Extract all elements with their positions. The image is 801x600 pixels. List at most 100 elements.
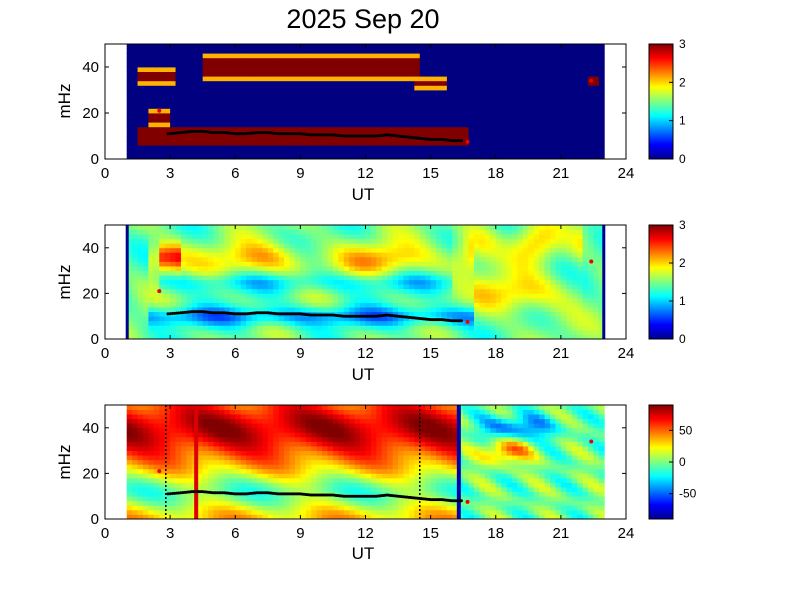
- heat-cell: [224, 329, 231, 335]
- heat-cell: [316, 117, 323, 123]
- heat-cell: [474, 302, 480, 308]
- heat-cell: [126, 131, 133, 137]
- heat-cell: [452, 279, 459, 285]
- heat-cell: [186, 297, 193, 303]
- heat-cell: [365, 108, 372, 114]
- heat-cell: [544, 302, 551, 308]
- heat-cell: [512, 136, 518, 141]
- heat-cell: [132, 455, 138, 461]
- heat-cell: [354, 122, 361, 128]
- heat-cell: [598, 266, 605, 271]
- heat-cell: [197, 311, 204, 317]
- heat-cell: [229, 113, 236, 118]
- heat-cell: [159, 44, 166, 49]
- heat-cell: [544, 126, 551, 132]
- heat-cell: [463, 334, 470, 340]
- heat-cell: [311, 288, 318, 294]
- heat-cell: [588, 279, 594, 285]
- heat-cell: [387, 279, 394, 285]
- heat-cell: [175, 48, 182, 54]
- heat-cell: [588, 243, 594, 249]
- heat-cell: [332, 238, 339, 244]
- heat-cell: [544, 247, 551, 253]
- heat-cell: [142, 491, 149, 497]
- heat-cell: [484, 329, 491, 335]
- heat-cell: [191, 329, 198, 335]
- heat-cell: [560, 247, 567, 253]
- heat-cell: [533, 252, 540, 258]
- heat-cell: [251, 145, 258, 151]
- heat-cell: [278, 225, 285, 230]
- heat-cell: [267, 117, 274, 123]
- heat-cell: [365, 99, 372, 105]
- heat-cell: [235, 320, 242, 326]
- heat-cell: [327, 307, 334, 313]
- heat-cell: [256, 76, 263, 82]
- heat-cell: [278, 284, 285, 290]
- heat-cell: [370, 270, 377, 276]
- heat-cell: [148, 311, 155, 317]
- heat-cell: [126, 414, 133, 420]
- heat-cell: [544, 71, 551, 77]
- heat-cell: [159, 126, 166, 132]
- heat-cell: [430, 71, 437, 77]
- heat-cell: [246, 234, 252, 240]
- heat-cell: [441, 126, 448, 132]
- heat-cell: [598, 57, 605, 63]
- heat-cell: [419, 238, 426, 244]
- heat-cell: [387, 252, 394, 258]
- heat-cell: [501, 53, 508, 59]
- heat-cell: [289, 320, 296, 326]
- heat-cell: [593, 279, 600, 285]
- heat-cell: [311, 252, 318, 258]
- heat-cell: [479, 288, 486, 294]
- heat-cell: [300, 270, 307, 276]
- heat-cell: [571, 297, 578, 303]
- heat-cell: [305, 71, 312, 77]
- x-tick-label: 18: [487, 345, 504, 362]
- heat-cell: [153, 99, 160, 105]
- heat-cell: [550, 117, 556, 123]
- heat-cell: [267, 113, 274, 118]
- heat-cell: [408, 149, 415, 155]
- heat-cell: [159, 122, 166, 128]
- heat-cell: [566, 270, 573, 276]
- heat-cell: [251, 48, 258, 54]
- heat-cell: [126, 122, 133, 128]
- heat-cell: [202, 85, 209, 91]
- heat-cell: [278, 293, 285, 299]
- heat-cell: [506, 71, 513, 77]
- heat-cell: [376, 67, 383, 72]
- heat-cell: [267, 256, 274, 262]
- heat-cell: [436, 320, 442, 326]
- heat-cell: [343, 94, 350, 100]
- heat-cell: [202, 243, 209, 249]
- heat-cell: [126, 514, 133, 520]
- heat-cell: [289, 154, 296, 160]
- heat-cell: [289, 266, 296, 271]
- heat-cell: [522, 256, 529, 262]
- heat-cell: [191, 67, 198, 72]
- heat-cell: [387, 48, 394, 54]
- heat-cell: [148, 464, 155, 470]
- heat-cell: [273, 325, 280, 331]
- heat-cell: [501, 284, 508, 290]
- heat-cell: [463, 149, 470, 155]
- heat-cell: [512, 94, 518, 100]
- heat-cell: [582, 154, 589, 160]
- heat-cell: [175, 71, 182, 77]
- heat-cell: [528, 234, 535, 240]
- heat-cell: [365, 307, 372, 313]
- ridge-point: [168, 312, 172, 316]
- heat-cell: [137, 80, 144, 86]
- heat-cell: [544, 80, 551, 86]
- heat-cell: [566, 145, 573, 151]
- heat-cell: [430, 103, 437, 109]
- heat-cell: [137, 473, 144, 479]
- heat-cell: [202, 131, 209, 137]
- heat-cell: [582, 103, 589, 109]
- heat-cell: [126, 140, 133, 146]
- heat-cell: [208, 67, 214, 72]
